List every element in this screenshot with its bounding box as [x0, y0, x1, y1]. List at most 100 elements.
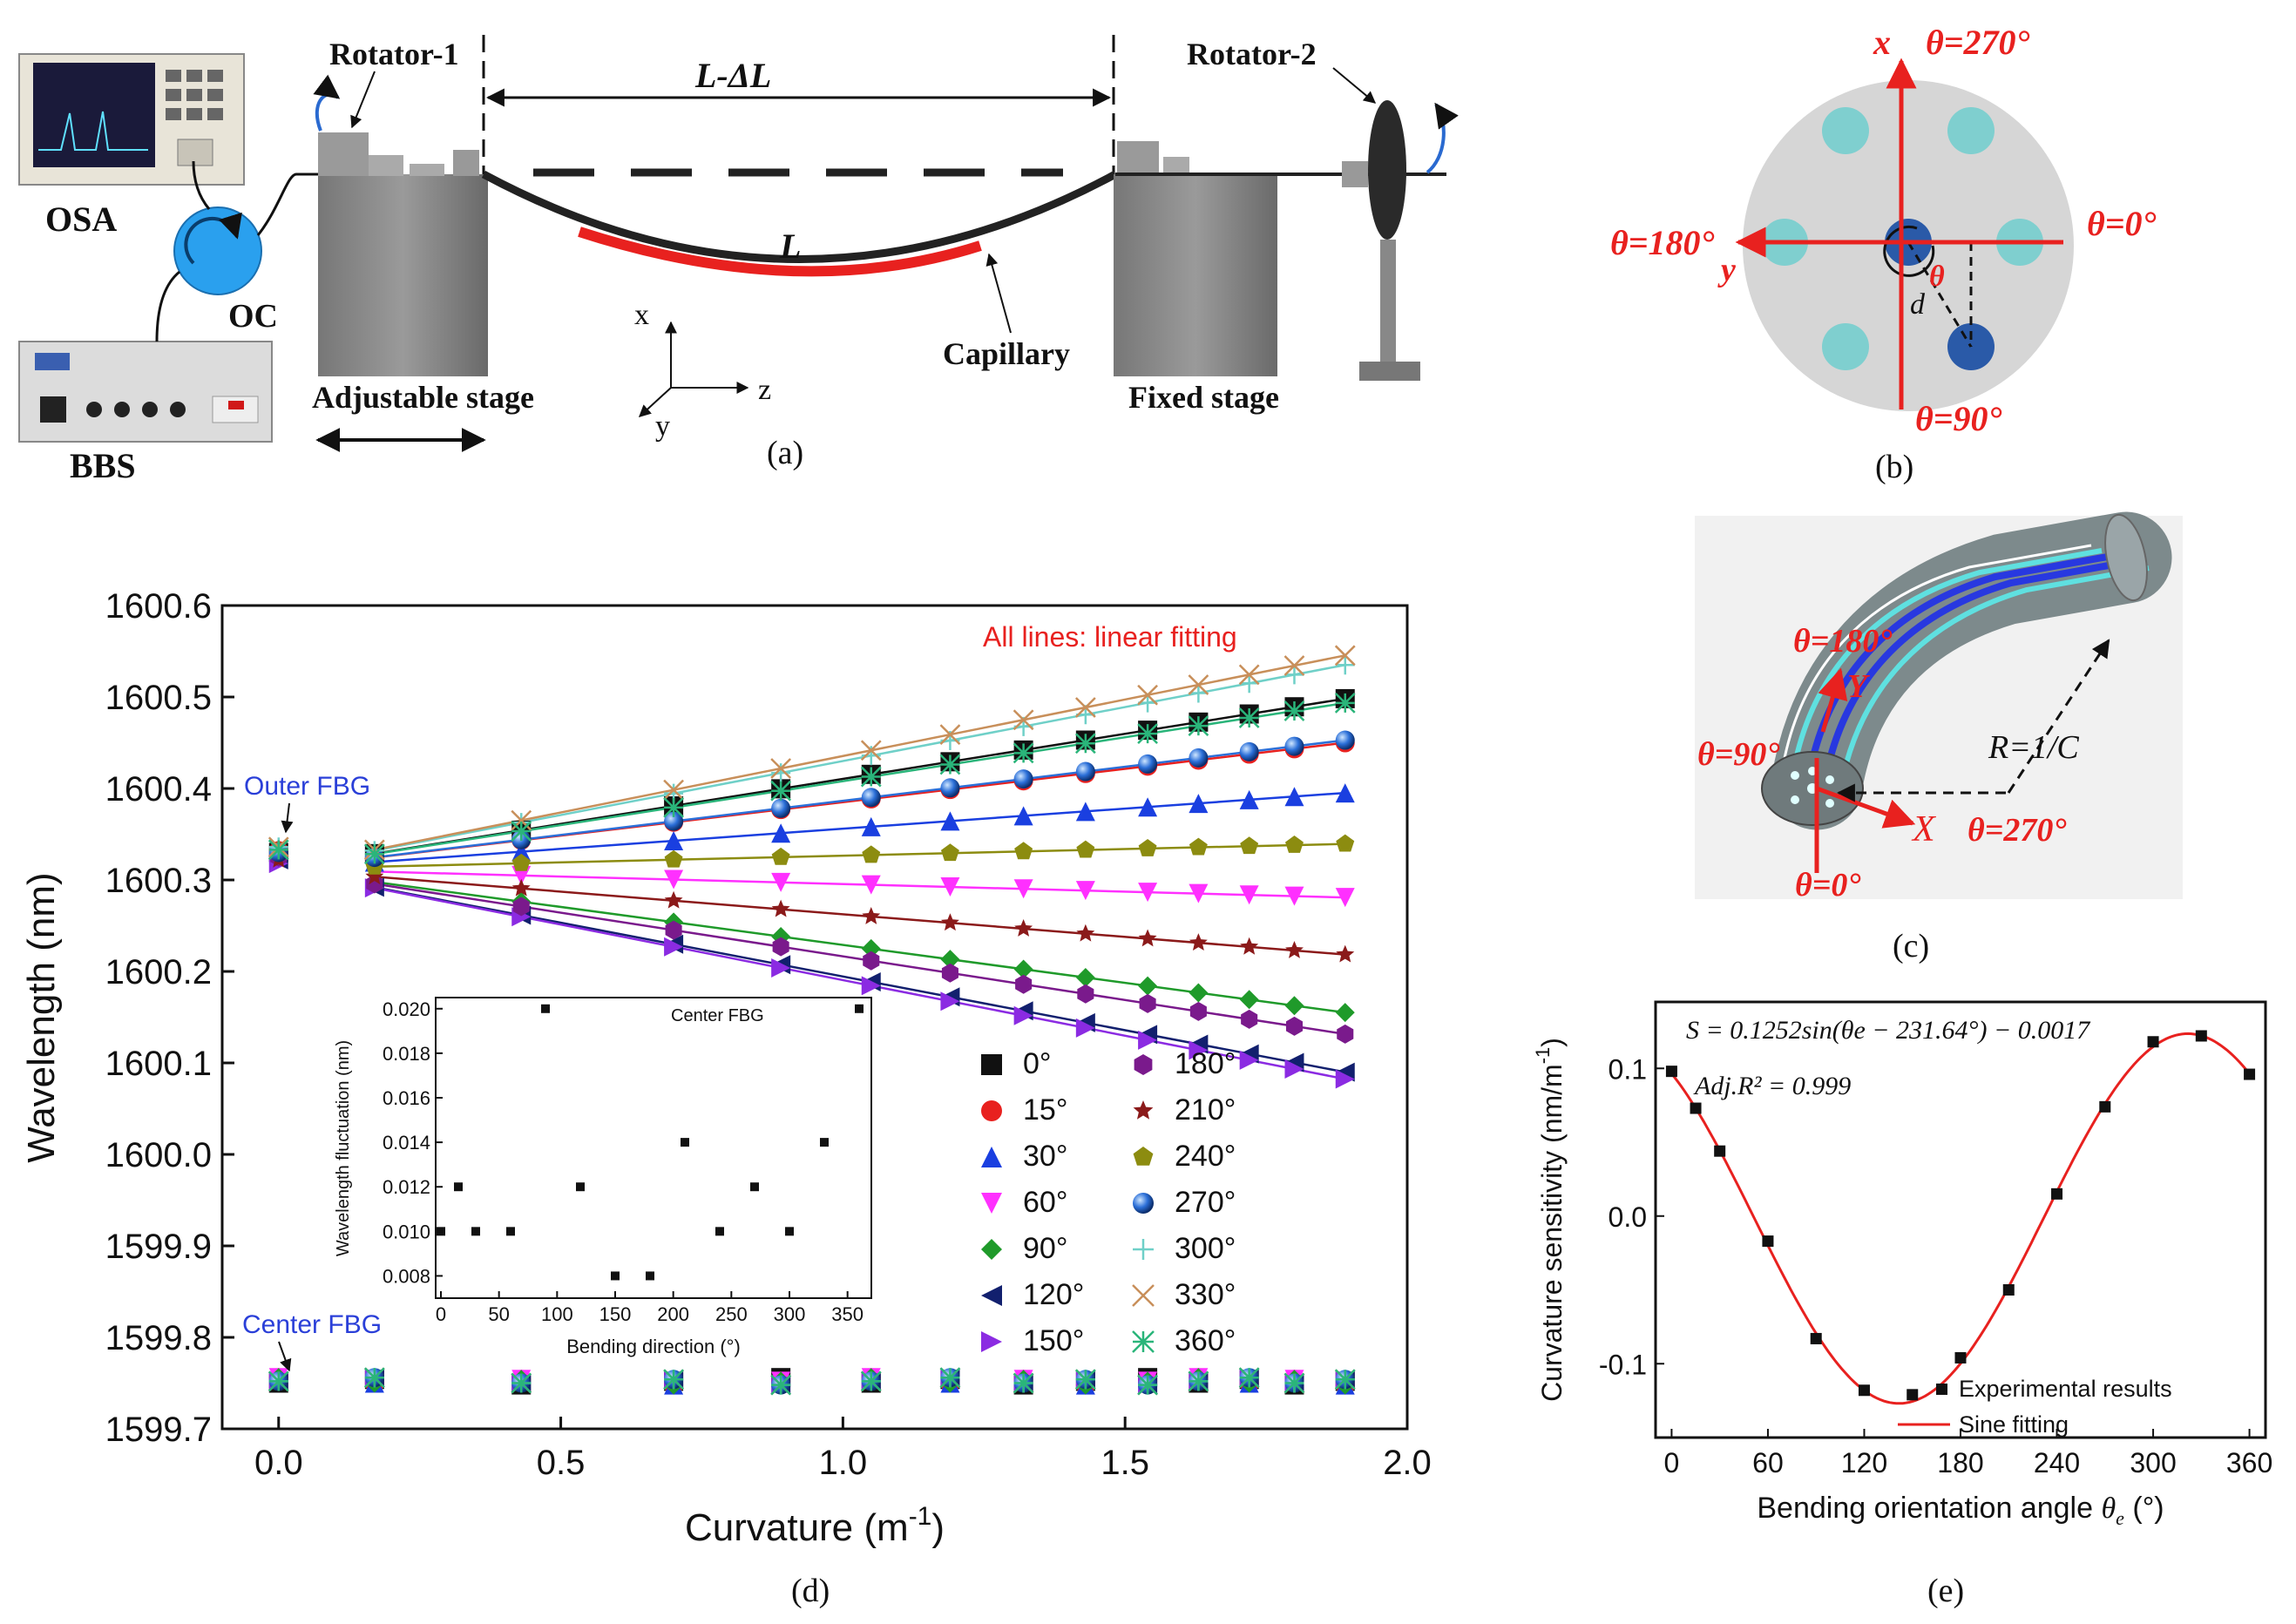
d-outer-point: [940, 778, 960, 798]
e-data-point: [1762, 1235, 1774, 1248]
inset-point: [471, 1227, 480, 1236]
d-outer-point: [1285, 835, 1304, 853]
d-fit-line: [374, 870, 1345, 899]
d-outer-point: [940, 843, 959, 862]
d-outer-point: [664, 937, 684, 957]
d-fit-line: [374, 842, 1345, 869]
fixed-stage-label: Fixed stage: [1128, 380, 1279, 415]
d-outer-point: [862, 906, 881, 924]
e-data-point: [1858, 1384, 1870, 1397]
d-annotation: All lines: linear fitting: [983, 621, 1237, 653]
oc-label: OC: [228, 298, 278, 335]
d-y-tick-label: 1600.6: [105, 587, 212, 626]
inset-point: [681, 1138, 689, 1147]
d-outer-point: [941, 963, 958, 983]
e-data-point: [2244, 1068, 2256, 1080]
d-legend-marker: [981, 1193, 1002, 1214]
d-y-tick-label: 1600.2: [105, 953, 212, 991]
d-center-point: [663, 1369, 684, 1391]
inset-x-tick-label: 300: [774, 1303, 806, 1325]
d-fit-line: [374, 875, 1345, 956]
e-data-point: [1665, 1066, 1677, 1078]
panel-c-bent-fiber: θ=180° θ=90° Y X θ=270° θ=0° R=1/C (c): [1695, 511, 2183, 964]
bbs-instrument: [18, 341, 273, 443]
d-center-point: [511, 1372, 532, 1394]
d-outer-point: [664, 831, 684, 851]
d-outer-point: [511, 809, 532, 831]
d-outer-point: [1015, 974, 1033, 994]
caption-b: (b): [1875, 449, 1913, 485]
fiber-oc-stage: [256, 173, 324, 236]
inset-x-tick-label: 50: [488, 1303, 509, 1325]
inset-point: [715, 1227, 724, 1236]
d-outer-point: [1074, 733, 1096, 754]
d-outer-point: [771, 823, 791, 843]
d-outer-point: [1075, 881, 1095, 901]
inset-y-tick-label: 0.014: [383, 1132, 430, 1154]
panel-c-theta-180: θ=180°: [1793, 623, 1893, 660]
inset-point: [820, 1138, 829, 1147]
d-legend-label: 90°: [1023, 1232, 1067, 1265]
e-data-point: [2099, 1100, 2111, 1113]
d-outer-point: [1284, 787, 1304, 807]
d-outer-point: [1239, 885, 1259, 905]
e-y-tick-label: -0.1: [1599, 1349, 1647, 1380]
d-x-tick-label: 0.5: [537, 1444, 586, 1482]
d-outer-point: [1077, 984, 1094, 1004]
d-legend-marker: [1132, 1330, 1155, 1353]
e-legend-points: Experimental results: [1959, 1376, 2172, 1402]
osa-instrument: [18, 53, 245, 186]
e-x-tick-label: 60: [1752, 1447, 1784, 1479]
inset-y-tick-label: 0.016: [383, 1087, 430, 1109]
d-inset-title: Center FBG: [671, 1006, 764, 1025]
d-fit-line: [374, 883, 1345, 1036]
d-fit-line: [374, 886, 1346, 1080]
d-outer-point: [1335, 655, 1355, 675]
inset-point: [855, 1004, 864, 1013]
d-outer-point: [511, 842, 532, 862]
d-outer-point: [1189, 748, 1209, 768]
d-legend-label: 60°: [1023, 1186, 1067, 1219]
d-outer-point: [1013, 709, 1034, 731]
d-outer-point: [1284, 665, 1304, 685]
d-y-tick-label: 1600.3: [105, 862, 212, 900]
e-data-point: [2147, 1036, 2159, 1048]
d-outer-point: [772, 937, 789, 957]
circulator-arrow-icon: [184, 212, 242, 265]
inset-point: [541, 1004, 550, 1013]
d-outer-point: [1189, 983, 1209, 1003]
d-x-axis-title: Curvature (m-1): [685, 1502, 945, 1549]
d-outer-point: [940, 950, 960, 970]
e-data-point: [2002, 1284, 2015, 1296]
panel-b-theta: θ: [1929, 261, 1945, 293]
d-fit-line: [374, 880, 1345, 1014]
d-outer-point: [1240, 937, 1259, 955]
d-center-point: [1137, 1374, 1158, 1396]
d-outer-point: [1137, 684, 1158, 706]
d-center-point: [770, 1374, 792, 1396]
inset-point: [785, 1227, 794, 1236]
d-inset-frame: [435, 997, 872, 1299]
panel-b-axis-y-label: y: [1717, 252, 1736, 288]
d-outer-point: [1013, 1005, 1033, 1025]
e-y-tick-label: 0.0: [1609, 1201, 1647, 1233]
panel-b-theta-180: θ=180°: [1610, 223, 1715, 262]
panel-c-axis-x: X: [1911, 809, 1937, 849]
d-legend-marker: [981, 1100, 1002, 1121]
d-y-tick-label: 1600.1: [105, 1045, 212, 1083]
e-x-tick-label: 240: [2034, 1447, 2080, 1479]
panel-b-axis-x-label: x: [1873, 23, 1891, 62]
axis-z-label: z: [758, 374, 771, 406]
d-outer-point: [1188, 715, 1209, 736]
d-outer-point: [1138, 1030, 1158, 1050]
d-outer-point: [1239, 789, 1259, 809]
e-data-point: [1954, 1351, 1967, 1363]
d-fit-line: [374, 654, 1346, 851]
d-outer-point: [1337, 1024, 1354, 1044]
capillary-section: [578, 227, 982, 277]
d-outer-point: [1336, 944, 1355, 963]
e-x-tick-label: 120: [1841, 1447, 1887, 1479]
inset-y-tick-label: 0.020: [383, 998, 430, 1020]
d-outer-point: [1138, 883, 1158, 903]
e-legend-point-icon: [1936, 1384, 1947, 1395]
